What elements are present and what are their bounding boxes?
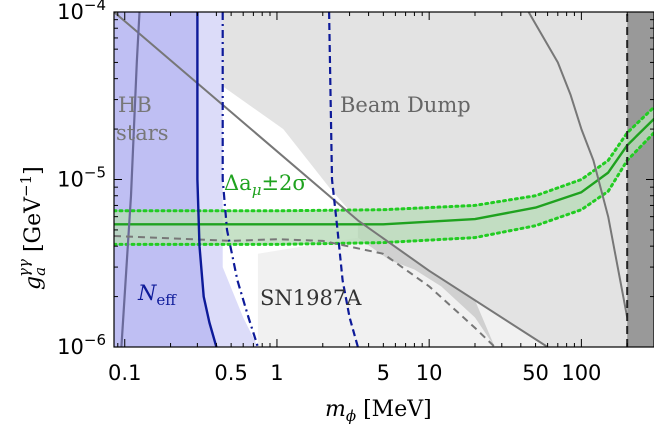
sn1987a-dark-region: [357, 220, 495, 347]
x-tick-label: 0.5: [214, 361, 247, 385]
x-tick-label: 5: [377, 361, 390, 385]
axis-ticks: 0.1 0.5 1 5 10 50 100 10−6 10−5 10−4: [57, 0, 654, 385]
neff-label: Neff: [137, 281, 177, 309]
delta-amu-label: Δaμ±2σ: [224, 171, 307, 199]
y-tick-label: 10−6: [57, 331, 106, 359]
exclusion-regions: [114, 12, 654, 347]
x-axis-label: mϕ [MeV]: [325, 397, 432, 425]
x-tick-label: 50: [522, 361, 549, 385]
curve-beam-dump-upper-edge: [527, 12, 629, 318]
neff-region: [114, 12, 217, 347]
x-tick-label: 10: [416, 361, 443, 385]
sn1987a-label: SN1987A: [260, 286, 362, 310]
hb-label-line2: stars: [116, 121, 169, 145]
hb-label: HB: [118, 93, 152, 117]
sn1987a-region: [257, 237, 548, 347]
y-axis-label: gaγγ [GeV−1]: [15, 166, 49, 290]
curve-sn-dashed-gray: [114, 235, 496, 347]
curve-amu-center: [114, 118, 654, 226]
curve-amu-upper-dotted: [114, 105, 654, 213]
x-tick-label: 1: [270, 361, 283, 385]
beam-dump-label: Beam Dump: [340, 93, 471, 117]
curve-blue-dashed-mid: [328, 12, 359, 347]
curve-blue-dashdot: [221, 12, 259, 347]
curves: [114, 12, 654, 347]
right-excluded-region: [627, 12, 654, 347]
y-tick-label: 10−4: [57, 0, 106, 24]
curve-hb-line: [114, 12, 549, 347]
curve-amu-lower-dotted: [114, 131, 654, 246]
y-tick-label: 10−5: [57, 164, 106, 192]
x-tick-label: 0.1: [108, 361, 141, 385]
curve-neff-solid-blue: [196, 12, 218, 347]
curve-left-gray-steep: [120, 12, 141, 347]
x-tick-label: 100: [561, 361, 601, 385]
